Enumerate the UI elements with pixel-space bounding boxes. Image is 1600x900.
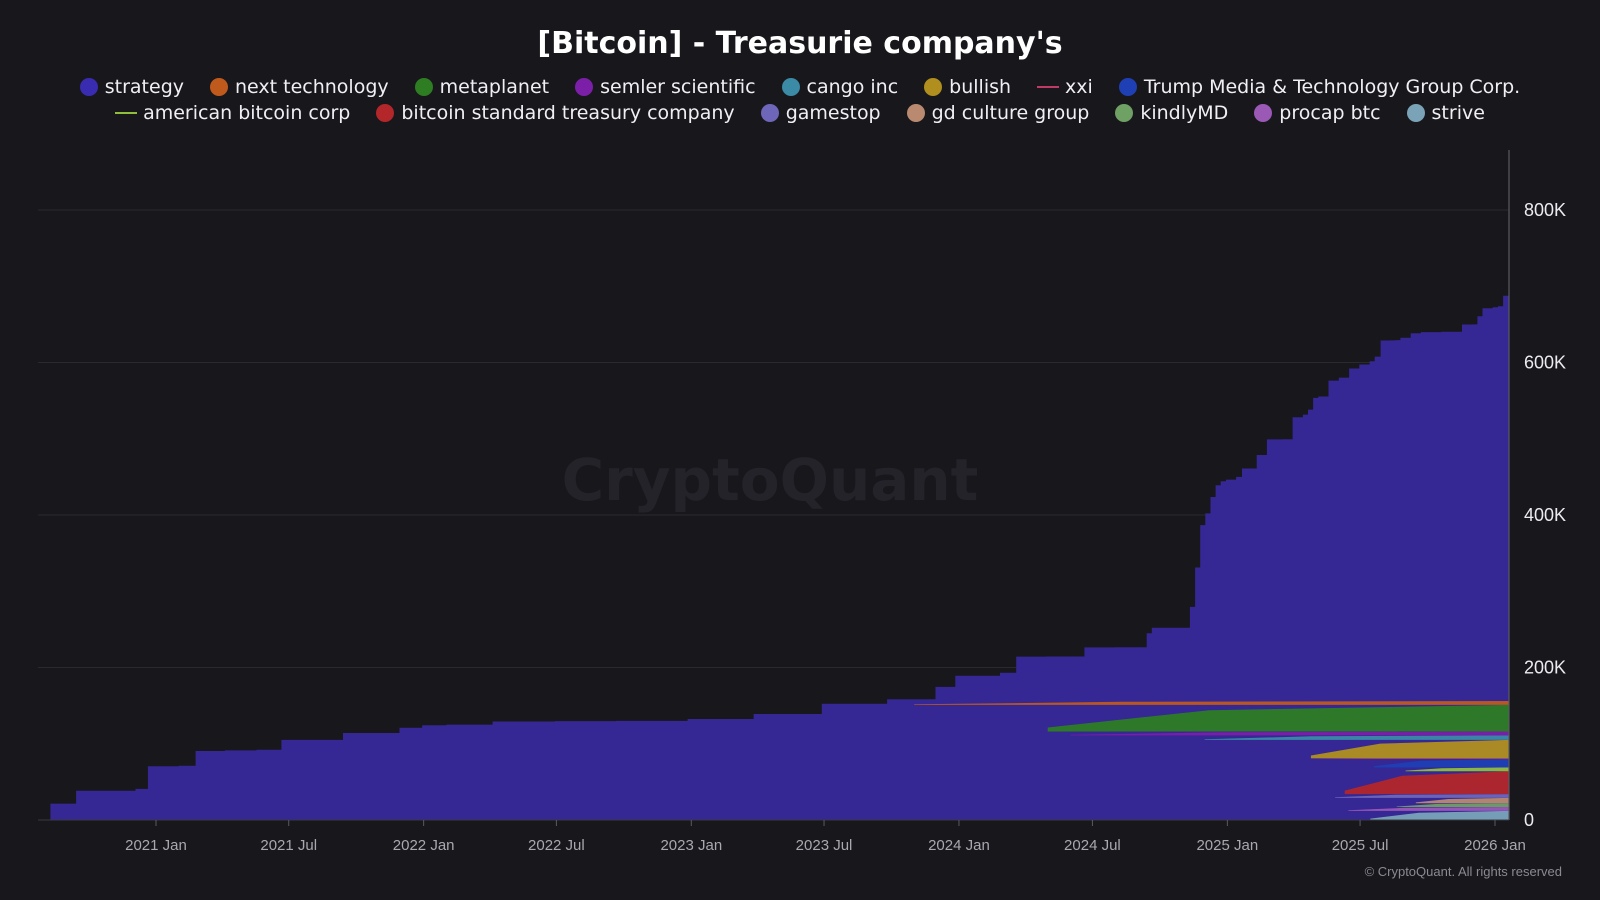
- legend-marker: [924, 78, 943, 96]
- series-area-gamestop: [1335, 794, 1509, 798]
- y-tick-label: 400K: [1524, 505, 1566, 525]
- legend-marker: [1406, 104, 1425, 122]
- legend-marker: [1254, 104, 1273, 122]
- legend-item[interactable]: cango inc: [781, 76, 899, 98]
- chart-title: [Bitcoin] - Treasurie company's: [537, 26, 1063, 61]
- legend-item[interactable]: kindlyMD: [1115, 102, 1228, 124]
- legend-item[interactable]: procap btc: [1254, 102, 1381, 124]
- x-tick-label: 2022 Jul: [528, 837, 585, 854]
- series-area-metaplanet: [1047, 704, 1509, 732]
- legend-item[interactable]: metaplanet: [414, 76, 550, 98]
- x-tick-label: 2022 Jan: [393, 837, 455, 854]
- legend: american bitcoin corp bitcoin standard tr…: [0, 102, 1600, 124]
- legend-marker: [79, 78, 98, 96]
- legend-item[interactable]: xxi: [1037, 76, 1093, 98]
- x-tick-label: 2024 Jul: [1064, 837, 1121, 854]
- x-tick-label: 2024 Jan: [928, 837, 990, 854]
- y-tick-label: 0: [1524, 810, 1534, 830]
- y-tick-label: 200K: [1524, 658, 1566, 678]
- legend-label: xxi: [1065, 76, 1093, 98]
- series-area-semler-scientific: [1070, 731, 1509, 736]
- legend-item[interactable]: next technology: [210, 76, 389, 98]
- series-area-american-bitcoin-corp: [1405, 767, 1509, 772]
- legend-item[interactable]: gamestop: [760, 102, 881, 124]
- y-tick-label: 800K: [1524, 200, 1566, 220]
- copyright-notice: © CryptoQuant. All rights reserved: [1364, 864, 1562, 879]
- legend-label: metaplanet: [439, 76, 550, 98]
- legend-marker: [414, 78, 433, 96]
- x-tick-label: 2021 Jul: [260, 837, 317, 854]
- legend-label: gd culture group: [931, 102, 1090, 124]
- series-area-bullish: [1310, 739, 1509, 759]
- legend-marker: [376, 104, 395, 122]
- legend-marker: [1037, 86, 1060, 88]
- series-area-cango-inc: [1204, 735, 1509, 740]
- series-area-gd-culture-group: [1415, 797, 1509, 804]
- series-area-bitcoin-standard-treasury-company: [1344, 771, 1509, 795]
- x-tick-label: 2026 Jan: [1464, 837, 1526, 854]
- legend-label: cango inc: [806, 76, 899, 98]
- legend-item[interactable]: bitcoin standard treasury company: [376, 102, 735, 124]
- series-areas: [50, 278, 1509, 820]
- series-area-next-technology: [914, 701, 1509, 705]
- legend-label: procap btc: [1279, 102, 1381, 124]
- legend-item[interactable]: gd culture group: [906, 102, 1090, 124]
- series-area-strategy: [50, 278, 1509, 820]
- legend-label: gamestop: [785, 102, 881, 124]
- legend-marker: [906, 104, 925, 122]
- x-tick-label: 2021 Jan: [125, 837, 187, 854]
- legend-marker: [760, 104, 779, 122]
- legend-item[interactable]: semler scientific: [575, 76, 756, 98]
- series-area-strive: [1370, 810, 1509, 820]
- x-tick-label: 2023 Jan: [660, 837, 722, 854]
- legend: strategy next technology metaplanet semler …: [0, 76, 1600, 98]
- legend-label: strive: [1431, 102, 1485, 124]
- y-axis: 0 200K 400K 600K 800K: [1524, 200, 1566, 830]
- x-axis: 2021 Jan 2021 Jul 2022 Jan 2022 Jul 2023 Jan…: [125, 820, 1526, 854]
- legend-marker: [575, 78, 594, 96]
- legend-label: strategy: [104, 76, 184, 98]
- legend-label: bitcoin standard treasury company: [401, 102, 735, 124]
- series-area-kindlymd: [1396, 803, 1509, 807]
- legend-label: bullish: [949, 76, 1012, 98]
- legend-label: Trump Media & Technology Group Corp.: [1143, 76, 1521, 98]
- watermark: CryptoQuant: [562, 446, 979, 514]
- legend-item[interactable]: Trump Media & Technology Group Corp.: [1118, 76, 1521, 98]
- series-area-trump-media-technology-group-corp-: [1374, 759, 1509, 768]
- legend-marker: [210, 78, 228, 96]
- x-tick-label: 2025 Jan: [1196, 837, 1258, 854]
- legend-item[interactable]: strive: [1406, 102, 1485, 124]
- legend-item[interactable]: strategy: [79, 76, 184, 98]
- legend-marker: [1118, 78, 1137, 96]
- legend-label: american bitcoin corp: [143, 102, 351, 124]
- y-tick-label: 600K: [1524, 353, 1566, 373]
- series-area-procap-btc: [1348, 807, 1509, 811]
- x-tick-label: 2025 Jul: [1332, 837, 1389, 854]
- legend-marker: [781, 78, 800, 96]
- legend-item[interactable]: american bitcoin corp: [115, 102, 350, 124]
- legend-marker: [115, 112, 138, 114]
- x-tick-label: 2023 Jul: [796, 837, 853, 854]
- legend-label: kindlyMD: [1140, 102, 1229, 124]
- legend-item[interactable]: bullish: [924, 76, 1011, 98]
- legend-marker: [1115, 104, 1134, 122]
- series-area-xxi: [1310, 758, 1509, 759]
- legend-label: next technology: [235, 76, 389, 98]
- legend-label: semler scientific: [600, 76, 756, 98]
